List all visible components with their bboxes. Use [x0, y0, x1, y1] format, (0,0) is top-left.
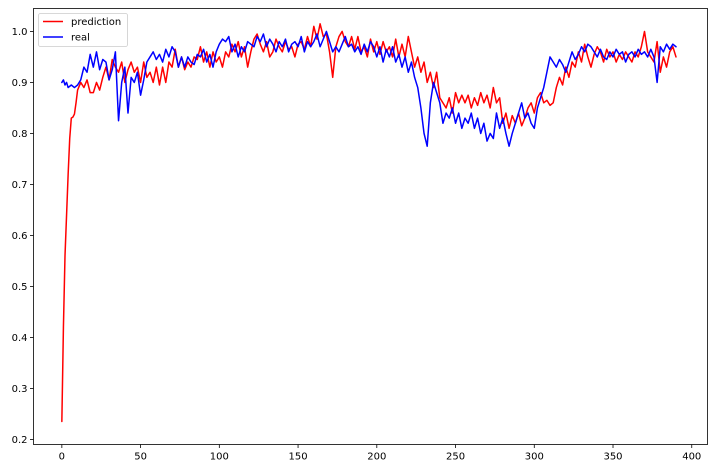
plot-area [33, 8, 708, 445]
y-tick-label: 0.8 [12, 129, 28, 140]
y-axis: 0.2 0.3 0.4 0.5 0.6 0.7 0.8 0.9 1.0 [12, 27, 34, 446]
y-tick-label: 0.3 [12, 384, 28, 395]
x-tick-label: 0 [59, 452, 65, 463]
x-tick-label: 250 [446, 452, 465, 463]
x-tick-label: 400 [682, 452, 701, 463]
y-tick-label: 0.5 [12, 282, 28, 293]
y-tick-label: 1.0 [12, 27, 28, 38]
y-tick-label: 0.2 [12, 435, 28, 446]
y-tick-label: 0.7 [12, 180, 28, 191]
y-tick-label: 0.4 [12, 333, 28, 344]
x-axis: 0 50 100 150 200 250 300 350 400 [59, 444, 701, 463]
series-line-real [61, 30, 677, 147]
x-tick-label: 200 [367, 452, 386, 463]
x-tick-label: 300 [525, 452, 544, 463]
legend-label-real: real [71, 33, 90, 44]
y-tick-label: 0.9 [12, 78, 28, 89]
y-tick-label: 0.6 [12, 231, 28, 242]
legend-label-prediction: prediction [71, 17, 121, 28]
x-tick-label: 350 [603, 452, 622, 463]
x-tick-label: 50 [134, 452, 147, 463]
x-tick-label: 100 [210, 452, 229, 463]
series-group [61, 23, 677, 423]
series-line-prediction [61, 23, 677, 423]
legend: prediction real [38, 13, 128, 47]
x-tick-label: 150 [289, 452, 308, 463]
